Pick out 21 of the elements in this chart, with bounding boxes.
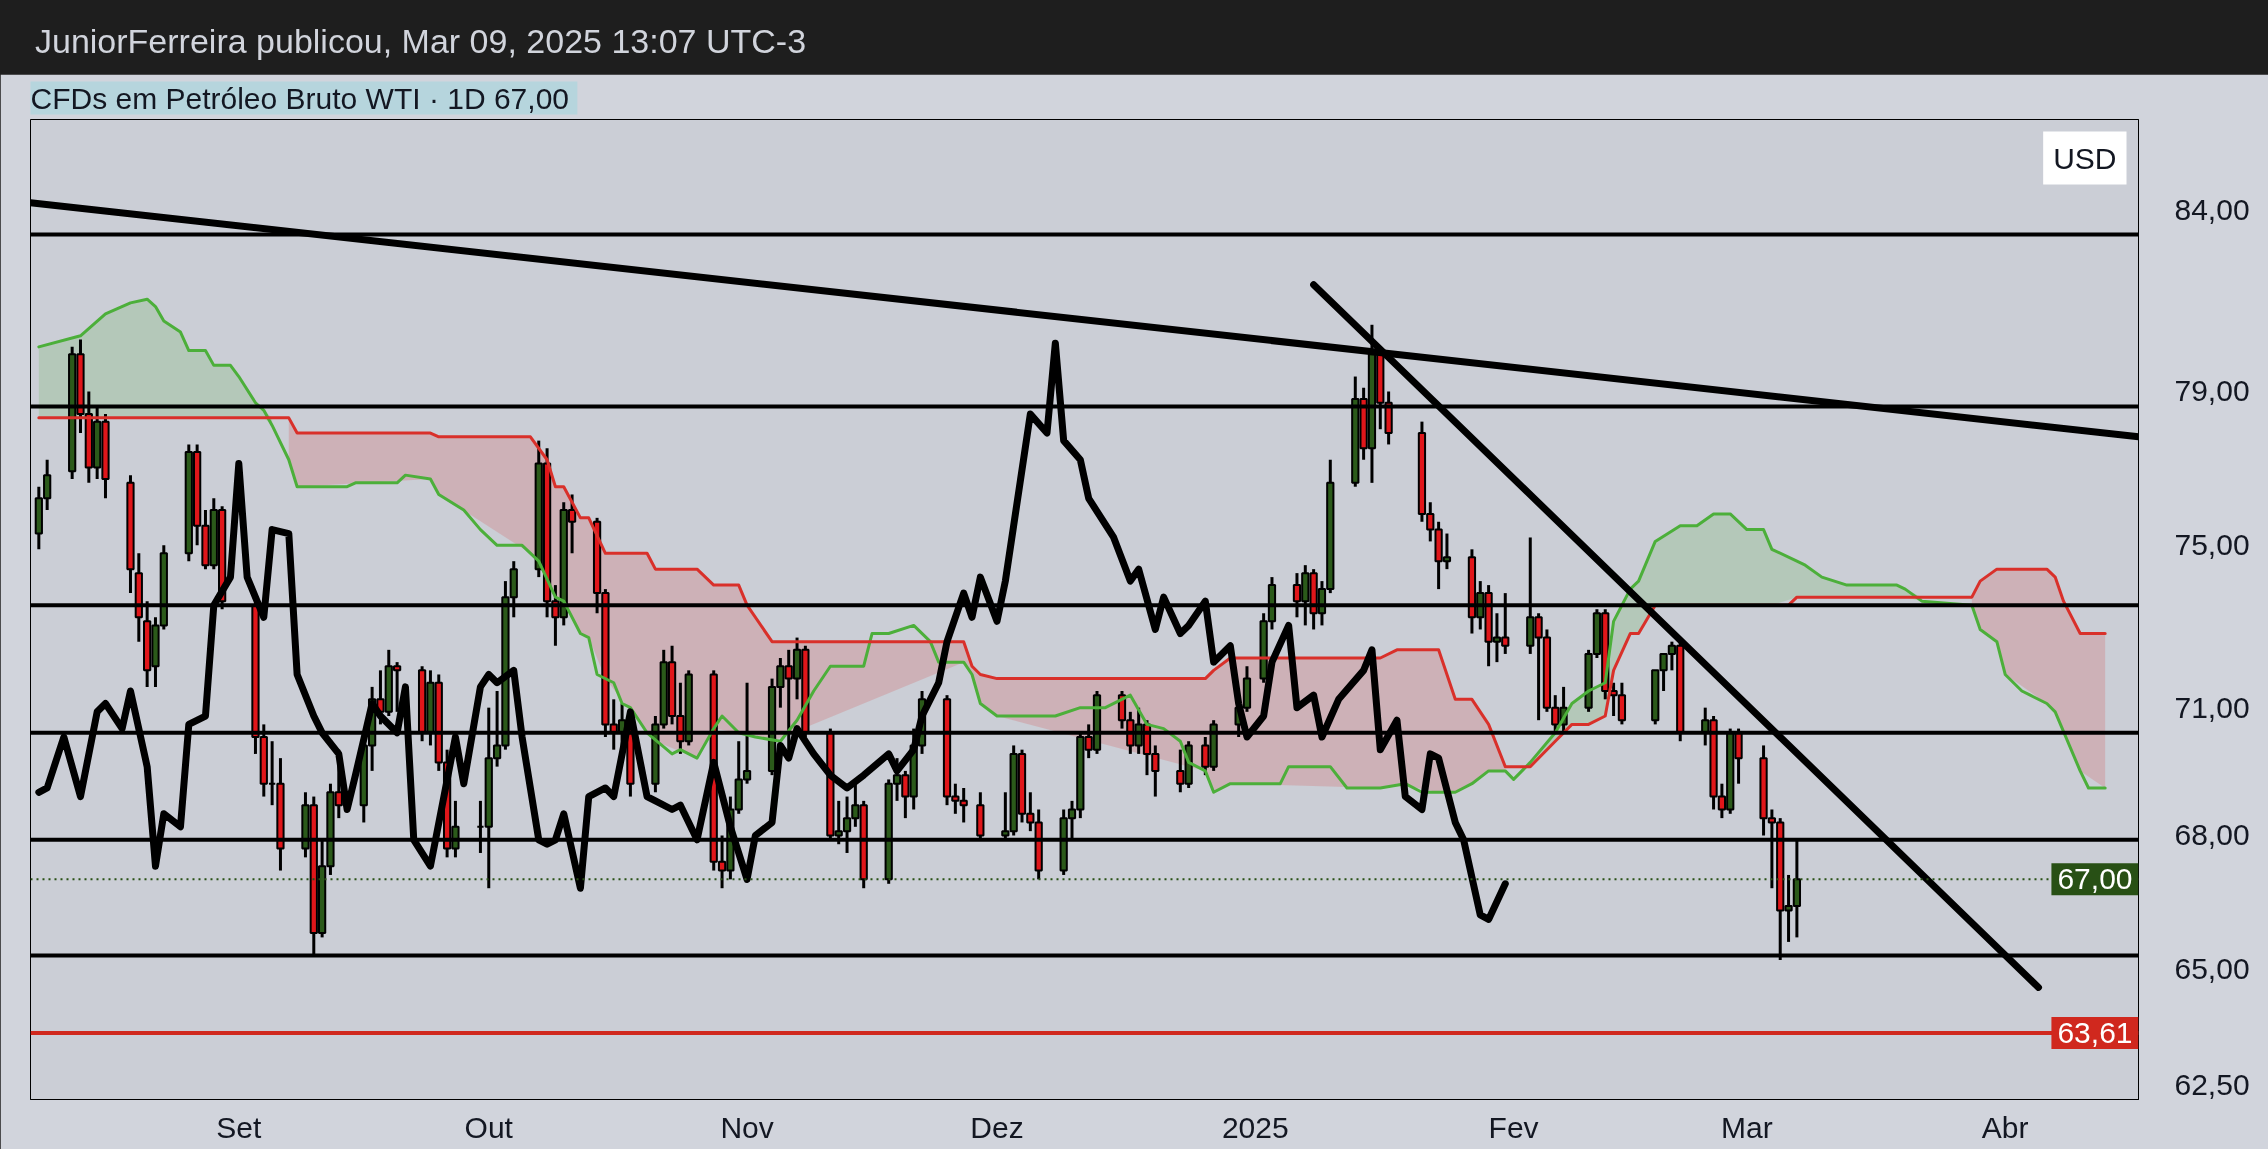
annotation: USD xyxy=(2053,141,2117,175)
x-tick-label: Set xyxy=(216,1110,262,1144)
y-tick-label: 65,00 xyxy=(2174,952,2250,986)
x-tick-label: Nov xyxy=(720,1110,774,1144)
line-series xyxy=(37,416,2107,769)
y-tick-label: 62,50 xyxy=(2174,1068,2250,1102)
x-tick-label: Out xyxy=(464,1110,514,1144)
y-tick-label: 71,00 xyxy=(2174,690,2250,724)
chart-subtitle: JuniorFerreira publicou, Mar 09, 2025 13:07 UTC-3 xyxy=(35,21,807,62)
y-tick-label: 75,00 xyxy=(2174,528,2250,562)
x-tick-label: Mar xyxy=(1721,1110,1773,1144)
x-tick-label: Dez xyxy=(970,1110,1024,1144)
x-tick-label: Abr xyxy=(1981,1110,2029,1144)
ref-line-label: 63,61 xyxy=(2057,1016,2133,1050)
y-tick-label: 79,00 xyxy=(2174,374,2250,408)
y-tick-label: 84,00 xyxy=(2174,192,2250,226)
chart-title: CFDs em Petróleo Bruto WTI · 1D 67,00 xyxy=(30,81,570,115)
ref-line-label: 67,00 xyxy=(2057,862,2133,896)
x-tick-label: Fev xyxy=(1488,1110,1539,1144)
y-tick-label: 68,00 xyxy=(2174,818,2250,852)
x-tick-label: 2025 xyxy=(1221,1110,1289,1144)
